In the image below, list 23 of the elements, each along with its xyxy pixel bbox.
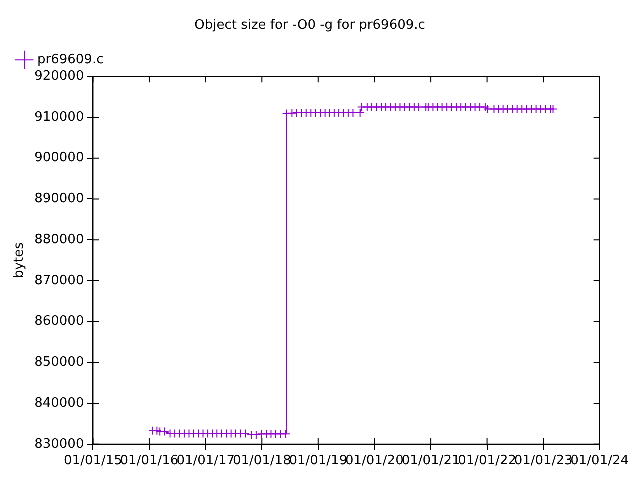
y-tick-label: 910000 bbox=[34, 110, 84, 125]
x-tick-label: 01/01/22 bbox=[458, 454, 516, 469]
y-tick-label: 900000 bbox=[34, 150, 84, 166]
y-tick-label: 860000 bbox=[34, 314, 84, 330]
x-tick-label: 01/01/20 bbox=[345, 454, 404, 469]
y-tick-label: 880000 bbox=[34, 232, 84, 248]
y-tick-label: 850000 bbox=[34, 355, 84, 370]
y-tick-label: 920000 bbox=[34, 68, 84, 84]
x-tick-label: 01/01/16 bbox=[120, 454, 179, 469]
x-tick-label: 01/01/18 bbox=[232, 454, 292, 469]
x-tick-label: 01/01/24 bbox=[570, 454, 629, 469]
chart-title: Object size for -O0 -g for pr69609.c bbox=[194, 18, 426, 34]
x-tick-label: 01/01/15 bbox=[64, 454, 122, 469]
y-tick-label: 840000 bbox=[34, 396, 84, 411]
x-tick-label: 01/01/17 bbox=[176, 454, 236, 469]
x-tick-label: 01/01/19 bbox=[289, 454, 348, 469]
legend-label: pr69609.c bbox=[38, 52, 104, 68]
y-tick-label: 870000 bbox=[34, 273, 84, 288]
x-tick-label: 01/01/23 bbox=[514, 454, 573, 469]
y-tick-label: 830000 bbox=[34, 436, 84, 452]
y-tick-label: 890000 bbox=[34, 192, 84, 207]
x-tick-label: 01/01/21 bbox=[402, 454, 460, 469]
y-axis-title: bytes bbox=[12, 242, 28, 278]
